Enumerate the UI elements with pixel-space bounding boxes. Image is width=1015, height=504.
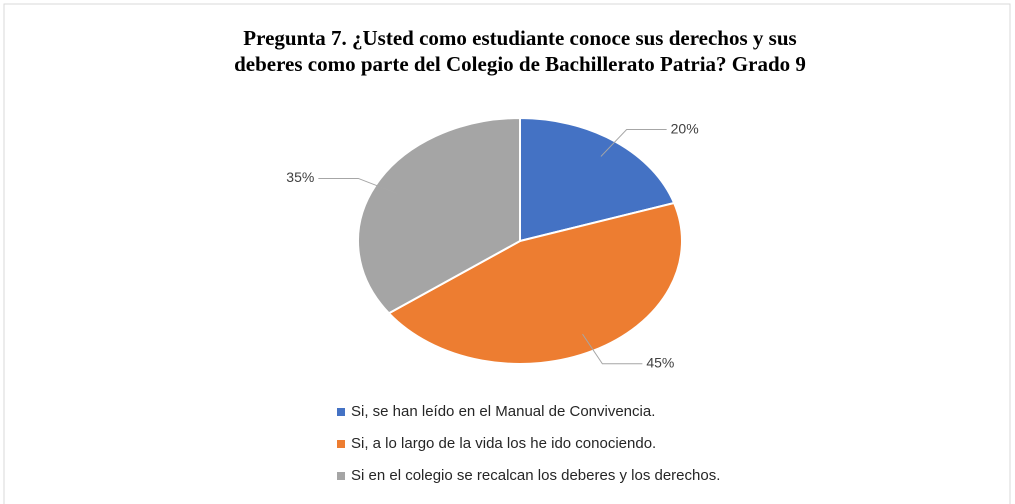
- legend-marker: [337, 408, 345, 416]
- leader-line: [582, 333, 643, 365]
- leader-line: [600, 129, 667, 157]
- legend-marker: [337, 472, 345, 480]
- data-label: 35%: [286, 169, 314, 185]
- legend-label: Si, se han leído en el Manual de Convive…: [351, 403, 655, 420]
- legend-marker: [337, 440, 345, 448]
- legend-label: Si en el colegio se recalcan los deberes…: [351, 467, 720, 484]
- data-label: 45%: [646, 354, 674, 370]
- legend-label: Si, a lo largo de la vida los he ido con…: [351, 435, 656, 452]
- leader-line: [318, 177, 398, 195]
- data-label: 20%: [671, 120, 699, 136]
- chart-title: Pregunta 7. ¿Usted como estudiante conoc…: [243, 26, 796, 50]
- chart-title: deberes como parte del Colegio de Bachil…: [234, 52, 806, 76]
